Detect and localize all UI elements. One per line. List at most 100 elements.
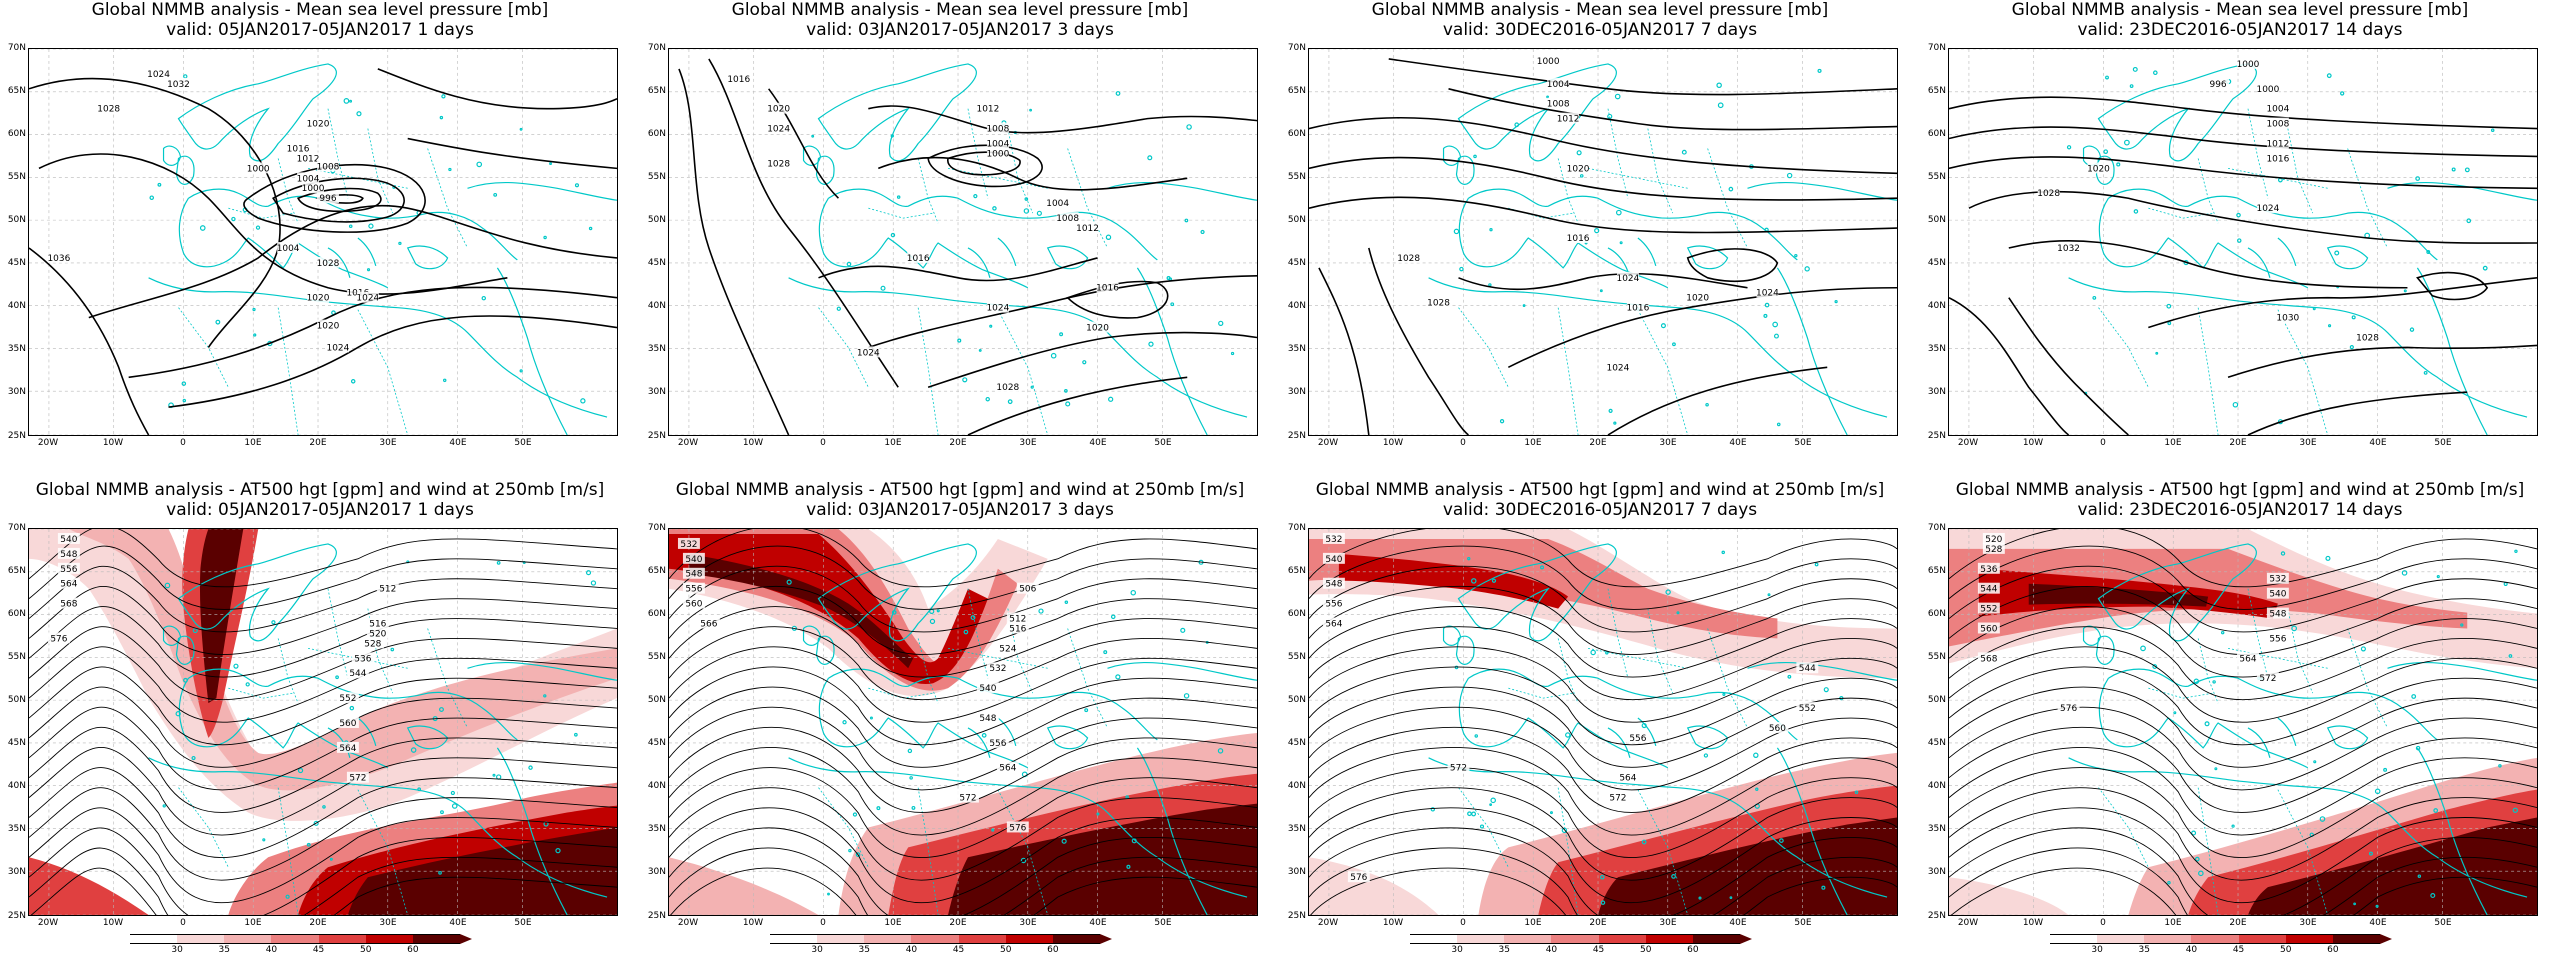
- contour-label-bg: [1006, 612, 1029, 624]
- longitude-label: 10E: [1524, 918, 1542, 928]
- colorbar-swatch: [412, 934, 461, 944]
- contour-line: [1949, 706, 2537, 791]
- contour-label: 1004: [297, 174, 320, 184]
- contour-line: [1507, 286, 1897, 369]
- colorbar-tick-label: 60: [2327, 945, 2339, 955]
- colorbar-swatch: [2050, 934, 2098, 944]
- latitude-label: 40N: [7, 301, 26, 311]
- contour-label-bg: [1567, 162, 1590, 174]
- panel-title-text: Global NMMB analysis - Mean sea level pr…: [1371, 0, 1829, 20]
- latitude-label: 30N: [647, 867, 666, 877]
- contour-line: [1968, 190, 2537, 244]
- colorbar-swatch: [1410, 934, 1458, 944]
- colorbar-swatch: [271, 934, 320, 944]
- contour-label-bg: [986, 122, 1009, 134]
- contour-line: [868, 105, 1257, 134]
- colorbar-swatch: [2097, 934, 2145, 944]
- colorbar-tick-label: 40: [1545, 945, 1558, 955]
- contour-label: 572: [1609, 794, 1626, 804]
- contour-label: 1028: [1397, 254, 1420, 264]
- contour-label: 1008: [986, 125, 1009, 135]
- longitude-label: 50E: [1154, 438, 1172, 448]
- contour-label-bg: [2266, 117, 2289, 129]
- contour-label-bg: [1796, 662, 1819, 674]
- contour-line: [1309, 156, 1897, 201]
- longitude-label: 20W: [677, 438, 699, 448]
- latitude-label: 40N: [647, 781, 666, 791]
- latitude-label: 55N: [647, 172, 666, 182]
- contour-label: 536: [354, 654, 371, 664]
- contour-label: 1028: [1427, 299, 1450, 309]
- contour-label: 572: [959, 794, 976, 804]
- contour-line: [2247, 391, 2468, 435]
- contour-line: [1309, 747, 1897, 836]
- contour-label: 576: [1009, 823, 1026, 833]
- contour-label-bg: [346, 771, 369, 783]
- contour-line: [29, 626, 617, 700]
- contour-label-bg: [326, 341, 349, 353]
- latitude-label: 65N: [7, 566, 26, 576]
- longitude-label: 40E: [1089, 438, 1107, 448]
- contour-label-bg: [361, 637, 384, 649]
- contour-line: [669, 847, 1257, 915]
- contour-line: [1607, 366, 1828, 435]
- latitude-label: 55N: [7, 172, 26, 182]
- contour-label: 512: [1009, 615, 1026, 625]
- colorbar-swatch: [1598, 934, 1647, 944]
- contour-line: [29, 787, 617, 881]
- contour-line: [1949, 686, 2537, 768]
- latitude-label: 30N: [1927, 387, 1946, 397]
- latitude-label: 60N: [647, 609, 666, 619]
- contour-label: 540: [979, 684, 996, 694]
- map-area: 1000 996 1000 1004 1008 1012 1016 1020 1024 1028 1…: [1948, 48, 2538, 436]
- latitude-label: 25N: [7, 911, 26, 921]
- contour-label-bg: [907, 251, 930, 263]
- panel-title: Global NMMB analysis - Mean sea level pr…: [1920, 0, 2560, 40]
- contour-label: 548: [685, 570, 702, 580]
- colorbar-swatch: [224, 934, 272, 944]
- contour-label-bg: [986, 301, 1009, 313]
- contour-line: [669, 586, 1257, 655]
- contour-line: [1949, 726, 2537, 813]
- latitude-label: 45N: [7, 738, 26, 748]
- contour-label: 1028: [2356, 333, 2379, 343]
- contour-line: [296, 187, 382, 213]
- contour-label: 564: [999, 764, 1016, 774]
- contour-label: 1024: [1607, 363, 1630, 373]
- contour-line: [669, 726, 1257, 813]
- latitude-label: 60N: [7, 129, 26, 139]
- contour-line: [1686, 248, 1779, 283]
- colorbar-tick-label: 35: [858, 945, 870, 955]
- wind-shading: [1309, 857, 1439, 915]
- longitude-label: 40E: [1729, 918, 1747, 928]
- contour-label-bg: [1982, 532, 2005, 544]
- contour-label: 1020: [307, 120, 330, 130]
- contour-label: 1020: [2087, 164, 2110, 174]
- contour-label-bg: [1977, 652, 2000, 664]
- contour-label-bg: [2057, 702, 2080, 714]
- contour-line: [927, 144, 1043, 188]
- contour-label: 1028: [996, 383, 1019, 393]
- contour-label-bg: [57, 532, 80, 544]
- contour-label: 524: [999, 644, 1016, 654]
- contour-label: 1004: [1046, 199, 1069, 209]
- latitude-label: 55N: [1287, 652, 1306, 662]
- contour-label-bg: [2266, 137, 2289, 149]
- contour-label-bg: [1322, 552, 1345, 564]
- contour-label-bg: [677, 537, 700, 549]
- contour-label-bg: [996, 761, 1019, 773]
- contour-line: [1949, 529, 2537, 588]
- colorbar-swatch: [2191, 934, 2240, 944]
- longitude-label: 0: [180, 918, 186, 928]
- contour-label-bg: [1322, 577, 1345, 589]
- contour-label-bg: [247, 162, 270, 174]
- contour-label: 572: [1450, 764, 1467, 774]
- latitude-label: 70N: [7, 523, 26, 533]
- latitude-label: 30N: [1927, 867, 1946, 877]
- contour-label: 564: [1325, 620, 1342, 630]
- contour-line: [272, 177, 405, 223]
- contour-label-bg: [2266, 587, 2289, 599]
- longitude-label: 0: [2100, 918, 2106, 928]
- colorbar-tick-label: 45: [2232, 945, 2245, 955]
- contour-label: 1012: [1557, 115, 1580, 125]
